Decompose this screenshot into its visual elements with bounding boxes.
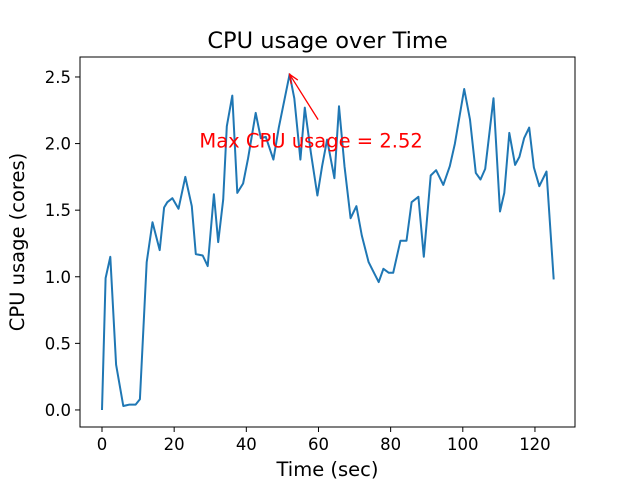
x-tick-label: 20 xyxy=(164,435,185,454)
y-tick-label: 1.0 xyxy=(45,268,71,287)
y-tick-label: 2.5 xyxy=(45,68,71,87)
x-tick-label: 80 xyxy=(380,435,401,454)
x-tick-label: 100 xyxy=(447,435,479,454)
y-tick-label: 0.0 xyxy=(45,401,71,420)
y-tick-label: 0.5 xyxy=(45,334,71,353)
x-tick-label: 60 xyxy=(308,435,329,454)
chart-title: CPU usage over Time xyxy=(207,28,447,54)
annotation-arrowhead xyxy=(288,72,299,85)
x-tick-label: 120 xyxy=(519,435,551,454)
x-axis-label: Time (sec) xyxy=(275,458,378,480)
x-tick-label: 0 xyxy=(97,435,108,454)
plot-area: Max CPU usage = 2.52 0 20 40 60 80 100 120 0.0 0.… xyxy=(45,56,576,454)
y-tick-label: 2.0 xyxy=(45,135,71,154)
y-axis-label: CPU usage (cores) xyxy=(6,153,29,332)
annotation-arrow xyxy=(289,73,319,120)
x-tick-label: 40 xyxy=(236,435,257,454)
annotation-text: Max CPU usage = 2.52 xyxy=(199,130,422,153)
axes-frame xyxy=(79,56,576,428)
y-tick-label: 1.5 xyxy=(45,201,71,220)
cpu-usage-line xyxy=(101,73,555,411)
